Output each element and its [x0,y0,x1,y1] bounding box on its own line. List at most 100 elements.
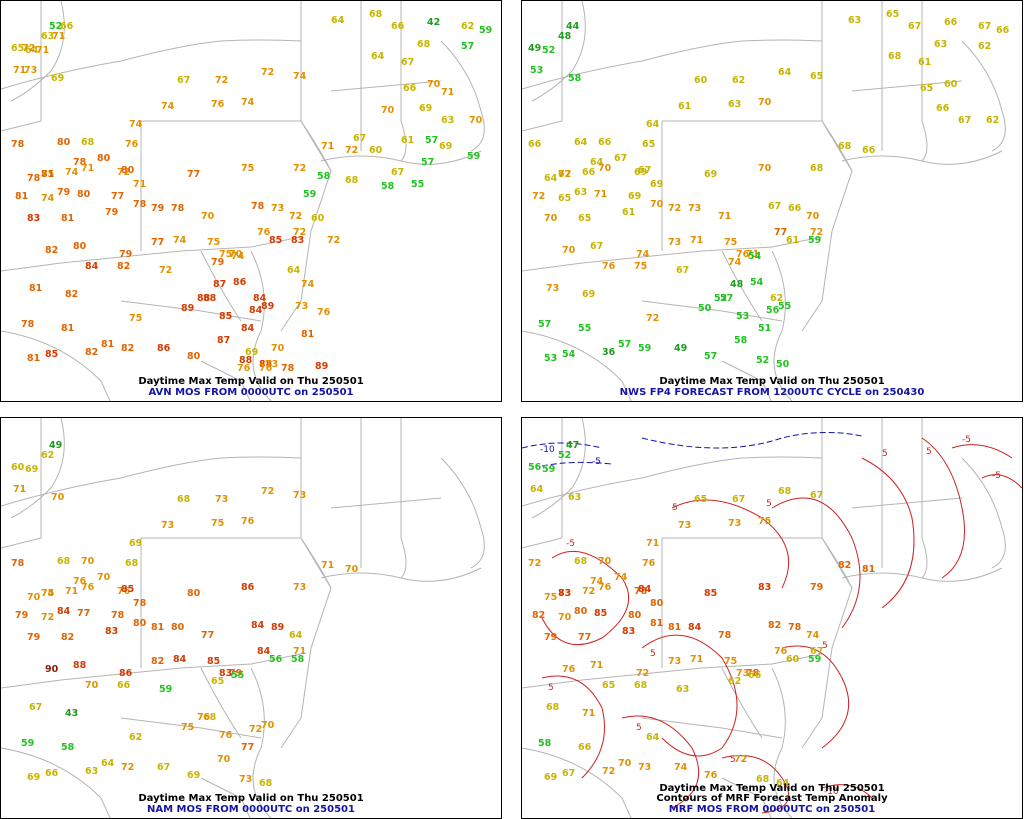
station-temp: 76 [211,99,225,110]
caption-title: Daytime Max Temp Valid on Thu 250501 [138,793,364,804]
boundary-line [280,537,332,749]
station-temp: 85 [269,235,282,246]
station-temp: 59 [479,25,492,36]
boundary-line [522,456,823,507]
station-temp: 70 [201,211,215,222]
boundary-line [200,667,242,739]
station-temp: 60 [944,79,958,90]
station-temp: 77 [111,191,124,202]
station-temp: 68 [546,702,560,713]
boundary-line [961,457,1006,569]
station-temp: 86 [119,668,133,679]
boundary-line [522,418,563,549]
station-temp: 64 [778,67,792,78]
station-temp: 54 [562,349,576,360]
station-temp: 62 [728,676,741,687]
station-temp: 70 [217,754,231,765]
station-temp: 71 [690,654,703,665]
station-temp: 67 [958,115,971,126]
station-temp: 75 [219,249,232,260]
boundary-line [771,667,793,818]
station-temp: 67 [908,21,921,32]
contour-label: 5 [730,755,736,765]
station-temp: 66 [862,145,876,156]
station-temp: 77 [241,742,254,753]
station-temp: 67 [157,762,170,773]
boundary-line [250,250,272,401]
station-temp: 66 [944,17,958,28]
station-temp: 75 [758,516,771,527]
station-temp: 74 [728,257,742,268]
station-temp: 70 [806,211,820,222]
station-temp: 64 [331,15,345,26]
station-temp: 76 [562,664,576,675]
boundary-line [522,747,632,818]
station-temp: 72 [668,203,681,214]
station-temp: 57 [425,135,438,146]
station-temp: 67 [768,201,781,212]
station-temp: 55 [231,670,244,681]
boundary-line [531,1,586,102]
station-temp: 68 [634,680,648,691]
state-boundaries [522,1,1006,401]
station-temp: 85 [704,588,717,599]
station-temp: 50 [698,303,712,314]
boundary-line [641,300,783,322]
station-temp: 68 [369,9,383,20]
station-temp: 64 [590,157,604,168]
caption-source: NAM MOS FROM 0000UTC on 250501 [147,804,355,815]
station-temp: 85 [45,349,58,360]
station-temp: 67 [590,241,603,252]
contour-label: -5 [962,435,971,445]
station-temp: 60 [311,213,325,224]
station-temp: 82 [532,610,545,621]
station-temp: 63 [41,31,54,42]
contour-label: -10 [824,787,839,797]
station-temp: 76 [219,730,233,741]
station-temp: 78 [133,199,147,210]
station-temp: 78 [251,201,265,212]
boundary-line [1,653,302,689]
station-temp: 48 [730,279,744,290]
station-temp: 65 [810,71,823,82]
boundary-line [721,777,772,818]
station-temp: 49 [49,440,62,451]
station-temp: 62 [978,41,991,52]
station-temp: 71 [293,646,306,657]
contour-label: 5 [672,503,678,513]
station-temp: 63 [441,115,454,126]
station-temp: 77 [77,608,90,619]
boundary-line [200,250,242,322]
station-temp: 81 [15,191,28,202]
contour-label: 5 [766,499,772,509]
boundary-line [440,40,485,152]
station-temp: 74 [806,630,820,641]
boundary-line [801,537,853,749]
station-temp: 74 [241,97,255,108]
station-temp: 72 [532,191,545,202]
station-temp: 52 [558,450,571,461]
station-temp: 81 [301,329,314,340]
station-temp: 71 [441,87,454,98]
station-temp: 62 [986,115,999,126]
station-temp: 64 [646,119,660,130]
station-temp: 70 [381,105,395,116]
station-temp: 67 [558,169,571,180]
station-temp: 57 [720,293,733,304]
station-temp: 73 [24,65,37,76]
station-temp: 70 [345,564,359,575]
station-temp: 83 [622,626,635,637]
contour-line [721,755,790,814]
station-temp: 67 [391,167,404,178]
station-temp: 74 [41,193,55,204]
contour-label: 5 [650,649,656,659]
caption-title: Daytime Max Temp Valid on Thu 250501 [659,783,885,794]
station-temp: 78 [27,173,41,184]
station-temp: 57 [421,157,434,168]
station-temp: 67 [353,133,366,144]
station-temp: 64 [530,484,544,495]
station-temp: 87 [217,335,230,346]
contour-line [541,675,605,779]
